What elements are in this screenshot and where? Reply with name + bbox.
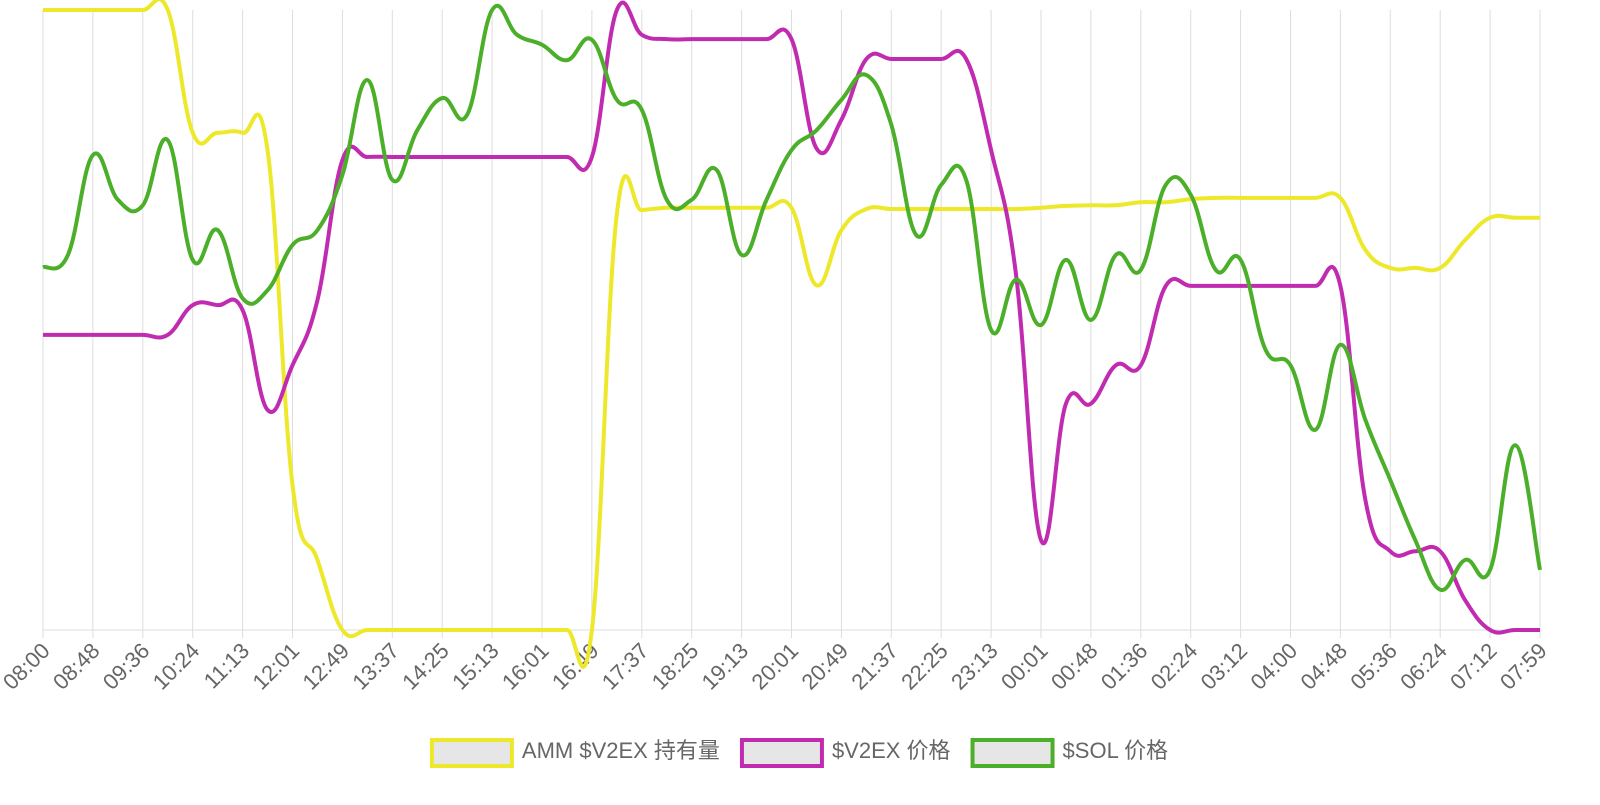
legend-label: $SOL 价格 (1063, 738, 1169, 763)
x-tick-label: 05:36 (1345, 638, 1402, 695)
legend-swatch (970, 738, 1055, 768)
x-tick-label: 20:49 (796, 638, 853, 695)
x-tick-label: 08:00 (0, 638, 55, 695)
x-tick-label: 06:24 (1395, 638, 1452, 695)
series-line (43, 0, 1540, 635)
x-tick-label: 08:48 (48, 638, 105, 695)
x-tick-label: 20:01 (747, 638, 804, 695)
x-tick-label: 18:25 (647, 638, 704, 695)
x-tick-label: 17:37 (597, 638, 654, 695)
x-tick-label: 01:36 (1096, 638, 1153, 695)
x-tick-label: 23:13 (946, 638, 1003, 695)
x-tick-label: 15:13 (447, 638, 504, 695)
x-tick-label: 11:13 (199, 638, 254, 693)
x-tick-label: 02:24 (1146, 638, 1203, 695)
legend-label: $V2EX 价格 (832, 738, 951, 763)
legend-swatch (429, 738, 514, 768)
x-tick-label: 22:25 (896, 638, 953, 695)
legend-swatch (739, 738, 824, 768)
x-tick-label: 04:00 (1246, 638, 1303, 695)
legend-label: AMM $V2EX 持有量 (522, 738, 720, 763)
x-tick-label: 04:48 (1295, 638, 1352, 695)
x-tick-label: 14:25 (397, 638, 454, 695)
x-tick-label: 12:49 (297, 638, 354, 695)
x-tick-label: 03:12 (1196, 638, 1253, 695)
x-tick-label: 00:01 (996, 638, 1053, 695)
x-tick-label: 19:13 (697, 638, 754, 695)
x-tick-label: 21:37 (846, 638, 903, 695)
x-tick-label: 13:37 (347, 638, 404, 695)
x-tick-label: 00:48 (1046, 638, 1103, 695)
series-line (42, 0, 1540, 669)
series-line (42, 3, 1542, 592)
x-tick-label: 07:12 (1445, 638, 1502, 695)
x-tick-label: 16:01 (497, 638, 554, 695)
x-tick-label: 07:59 (1495, 638, 1552, 695)
x-tick-label: 09:36 (98, 638, 155, 695)
x-tick-label: 10:24 (148, 638, 205, 695)
x-tick-label: 12:01 (248, 638, 305, 695)
